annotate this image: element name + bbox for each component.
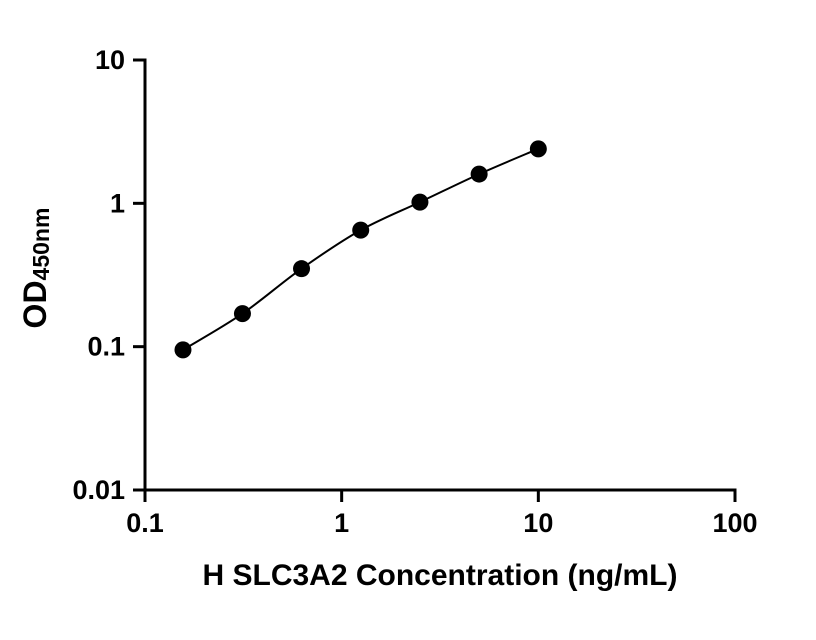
y-tick-label: 1 [110, 188, 125, 218]
axes-group [143, 58, 737, 492]
y-tick-label: 0.01 [72, 475, 125, 505]
data-point [529, 140, 547, 158]
y-axis-title-sub: 450nm [28, 208, 54, 281]
points-group [174, 140, 547, 359]
x-tick-label: 10 [523, 508, 553, 538]
x-axis-title: H SLC3A2 Concentration (ng/mL) [202, 559, 677, 592]
x-tick-label: 0.1 [126, 508, 164, 538]
data-point [352, 221, 370, 239]
data-point [470, 165, 488, 183]
data-point [411, 193, 429, 211]
y-axis-title-main: OD [17, 280, 53, 328]
y-tick-label: 10 [95, 45, 125, 75]
data-point [174, 341, 192, 359]
y-axis-title: OD450nm [17, 208, 54, 329]
x-tick-label: 1 [334, 508, 349, 538]
x-tick-label: 100 [712, 508, 757, 538]
data-point [293, 260, 311, 278]
y-tick-label: 0.1 [87, 332, 125, 362]
data-point [233, 305, 251, 323]
